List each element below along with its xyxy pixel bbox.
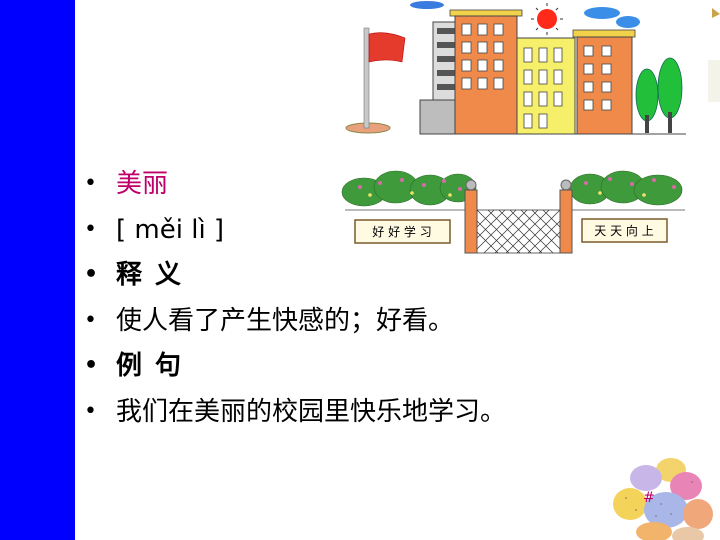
bullet-text: 使人看了产生快感的；好看。 xyxy=(116,305,455,336)
bullet-item-pinyin: • [ měi lì ] xyxy=(82,210,506,256)
bullet-marker: • xyxy=(84,353,101,378)
bullet-marker: • xyxy=(84,398,97,424)
left-sidebar-bar xyxy=(0,0,75,540)
bullet-marker: • xyxy=(84,262,101,287)
bullet-text: 我们在美丽的校园里快乐地学习。 xyxy=(116,396,507,427)
bullet-item-example: • 我们在美丽的校园里快乐地学习。 xyxy=(82,392,506,438)
bullet-list: • 美丽 • [ měi lì ] • 释 义 • 使人看了产生快感的；好看。 … xyxy=(82,164,506,437)
bullet-item-example-heading: • 例 句 xyxy=(82,346,506,392)
bullet-text: 释 义 xyxy=(116,260,184,290)
candy-eggs-decoration xyxy=(613,458,713,540)
bullet-text: 美丽 xyxy=(116,169,169,199)
school-gate-illustration: 好 好 学 习 天 天 向 上 xyxy=(341,170,685,254)
bullet-marker: • xyxy=(84,307,97,333)
gate-sign-left: 好 好 学 习 xyxy=(372,224,431,239)
bullet-text: 例 句 xyxy=(116,351,184,381)
bullet-text: [ měi lì ] xyxy=(116,214,225,245)
bullet-item-definition-heading: • 释 义 xyxy=(82,255,506,301)
bullet-marker: • xyxy=(84,216,97,242)
bullet-item-definition: • 使人看了产生快感的；好看。 xyxy=(82,301,506,347)
bullet-marker: • xyxy=(84,171,97,196)
school-buildings-illustration xyxy=(345,1,720,135)
bullet-item-word: • 美丽 xyxy=(82,164,506,210)
slide-number: # xyxy=(643,490,655,506)
gate-sign-right: 天 天 向 上 xyxy=(594,223,653,238)
